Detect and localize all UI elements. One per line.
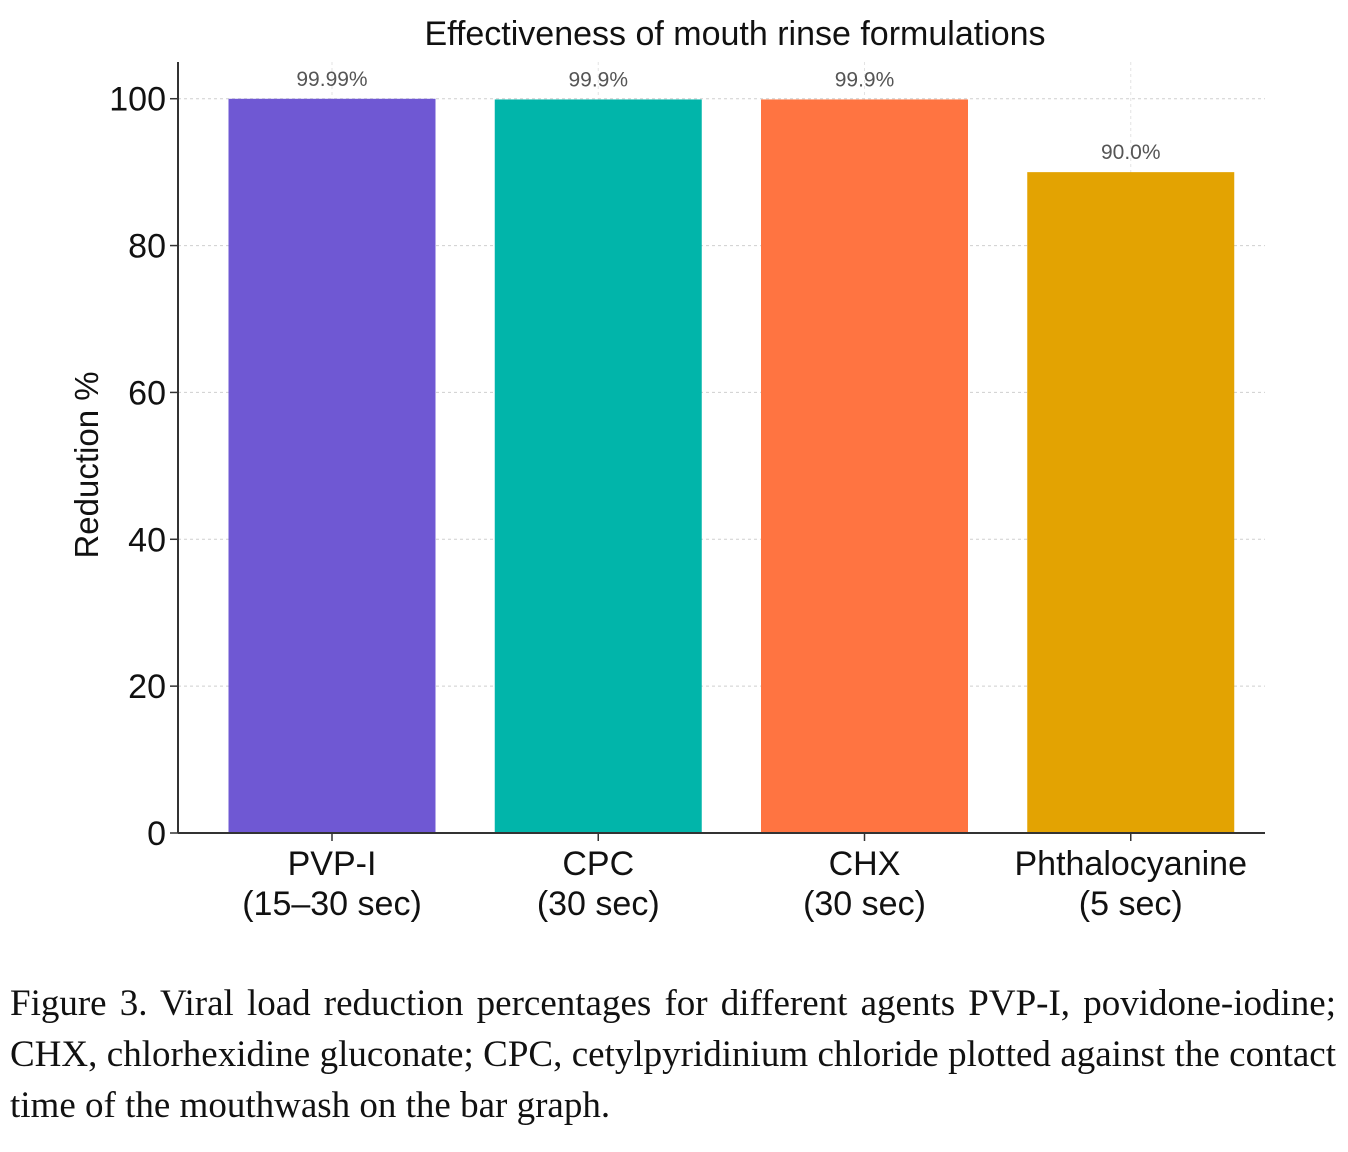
- labels: 0 20 40 60 80 100 99.99% PVP-I(15–30 sec) 99.9% C…: [109, 68, 1247, 923]
- bar-chart-figure: Effectiveness of mouth rinse formulation…: [68, 15, 1265, 923]
- chart-title: Effectiveness of mouth rinse formulation…: [424, 15, 1045, 53]
- x-tick-label: (30 sec): [537, 885, 660, 923]
- x-tick-label: CPC: [562, 845, 634, 883]
- value-label: 99.9%: [568, 68, 628, 91]
- x-tick-label: (30 sec): [803, 885, 926, 923]
- x-tick-label: PVP-I: [288, 845, 377, 883]
- y-tick-label: 40: [128, 521, 166, 559]
- x-tick-label: (15–30 sec): [242, 885, 422, 923]
- x-tick-label: Phthalocyanine: [1014, 845, 1247, 883]
- bar: [761, 99, 968, 834]
- y-tick-label: 60: [128, 374, 166, 412]
- bar: [1027, 172, 1235, 834]
- axes: [170, 62, 1265, 841]
- x-tick-label: CHX: [829, 845, 901, 883]
- value-label: 99.99%: [296, 68, 367, 91]
- y-tick-label: 0: [147, 815, 166, 853]
- bars: [228, 98, 1235, 834]
- bar: [494, 99, 702, 834]
- figure-caption: Figure 3. Viral load reduction percentag…: [10, 983, 1336, 1126]
- x-tick-label: (5 sec): [1079, 885, 1183, 923]
- y-tick-label: 80: [128, 228, 166, 266]
- value-label: 99.9%: [835, 68, 895, 91]
- y-tick-label: 100: [109, 81, 166, 119]
- value-label: 90.0%: [1101, 141, 1161, 164]
- bar-chart: Effectiveness of mouth rinse formulation…: [68, 15, 1265, 923]
- bar: [228, 98, 436, 833]
- y-axis-label: Reduction %: [68, 371, 105, 558]
- y-tick-label: 20: [128, 668, 166, 706]
